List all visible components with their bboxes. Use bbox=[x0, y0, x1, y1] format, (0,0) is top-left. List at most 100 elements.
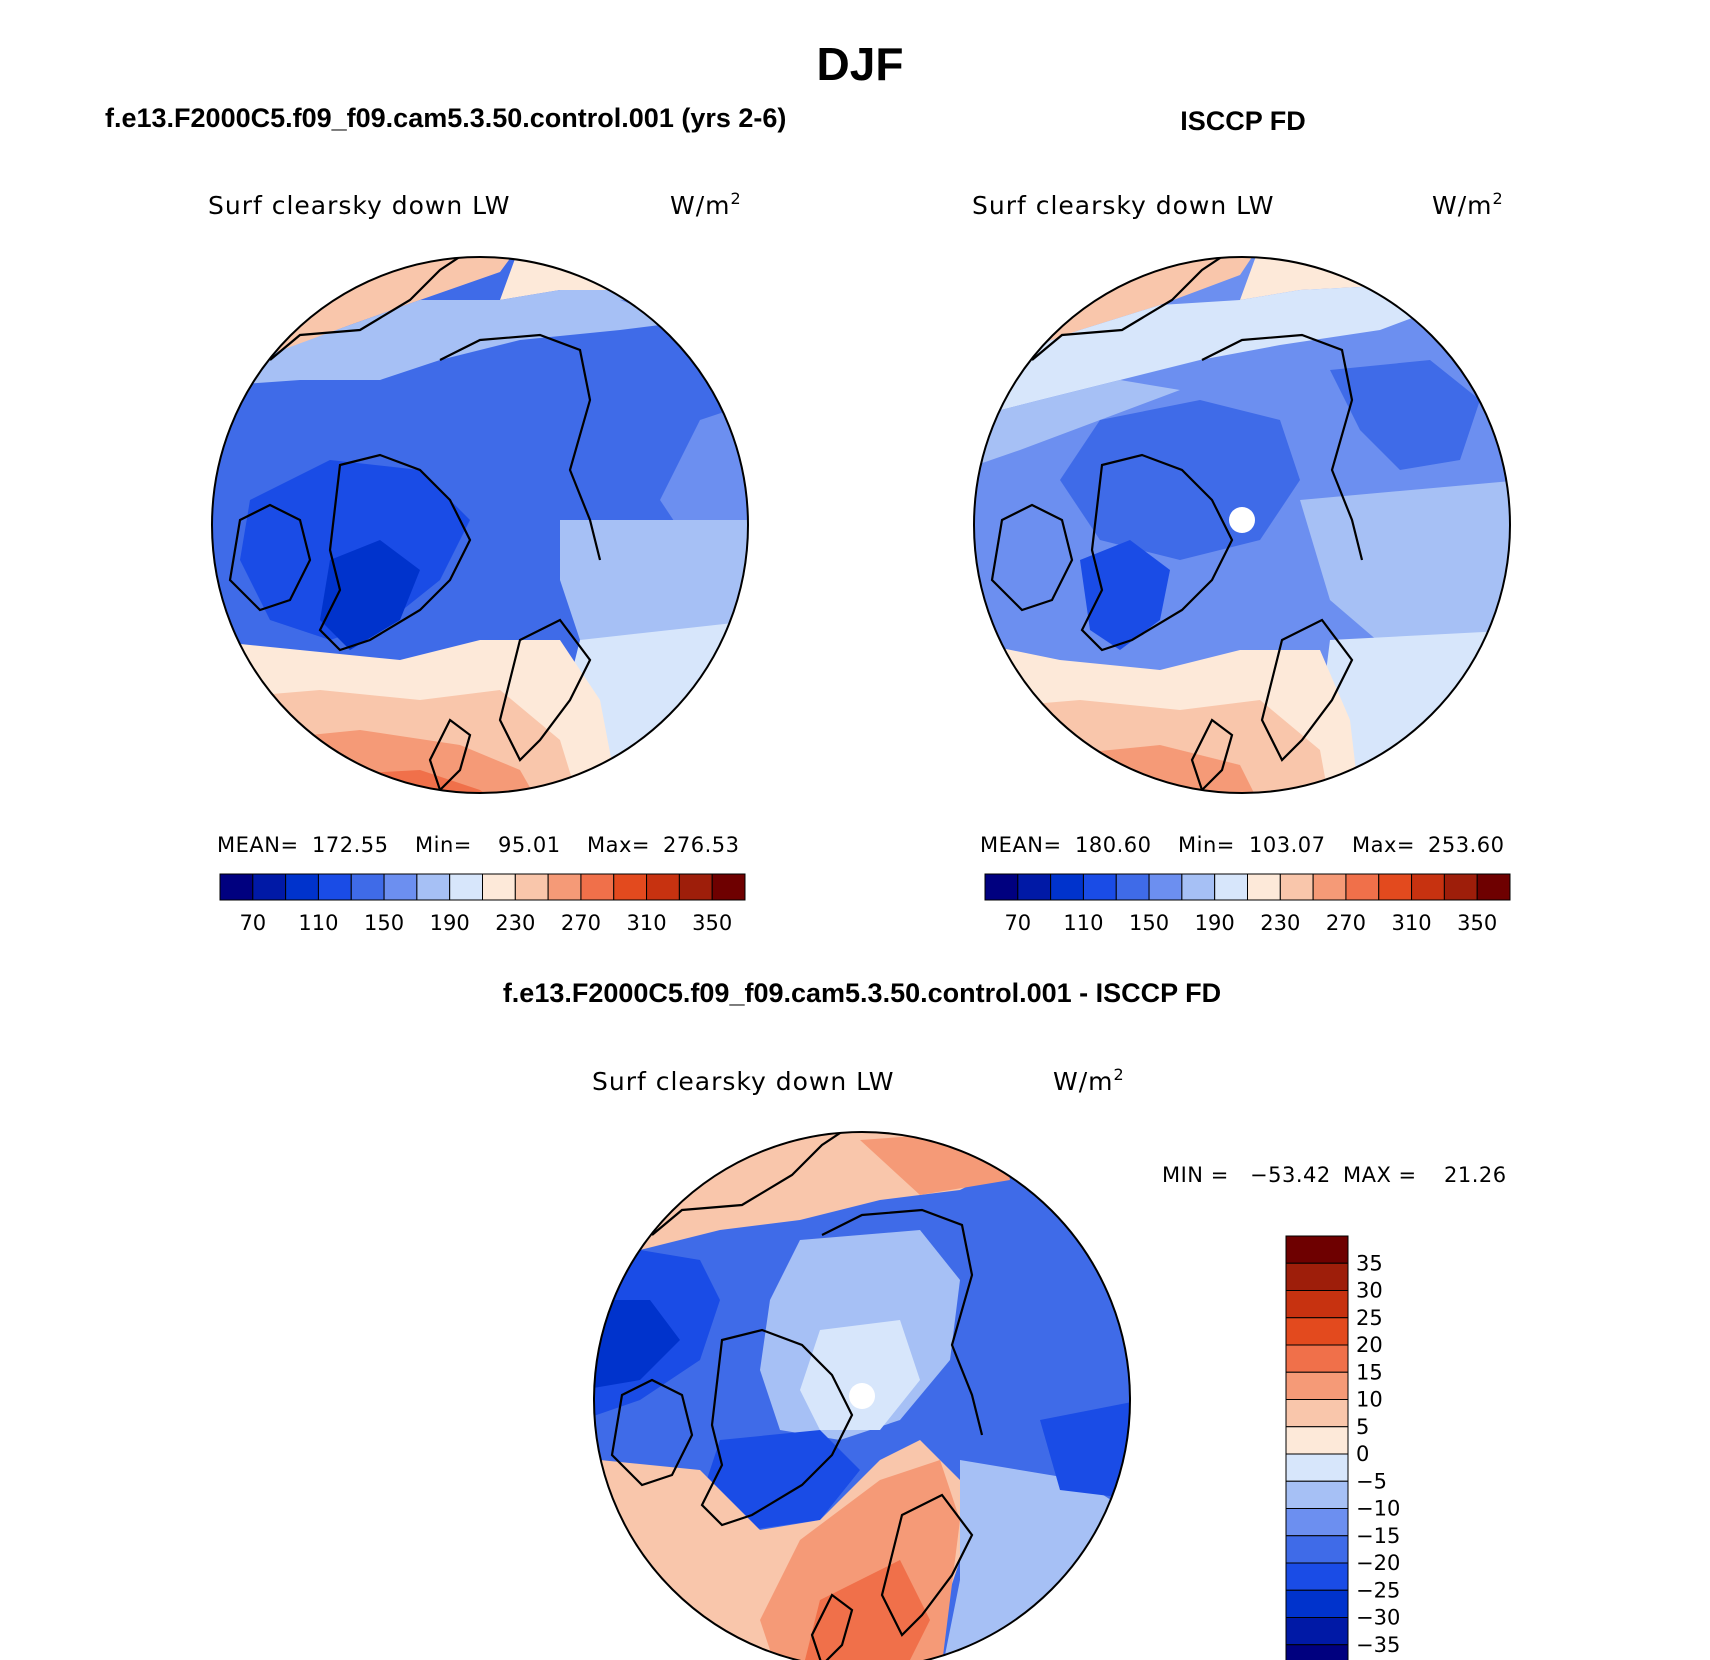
panel-obs-coastlines bbox=[990, 257, 1364, 793]
panel-model-colorbar-swatch bbox=[711, 873, 746, 901]
panel-obs: ISCCP FD Surf clearsky down LW W/m2 bbox=[972, 106, 1511, 935]
panel-diff-colorbar-tick-label: 35 bbox=[1356, 1251, 1383, 1275]
panel-obs-missing-pole bbox=[1229, 507, 1255, 533]
panel-diff-colorbar-tick-label: −30 bbox=[1356, 1606, 1400, 1630]
panel-model-mean-label: MEAN= bbox=[217, 833, 299, 857]
panel-obs-colorbar-swatch bbox=[984, 873, 1019, 901]
panel-obs-mean-value: 180.60 bbox=[1075, 833, 1151, 857]
panel-model-colorbar-swatch bbox=[285, 873, 319, 901]
panel-diff-colorbar-tick-label: 25 bbox=[1356, 1306, 1383, 1330]
panel-model-colorbar-swatch bbox=[646, 873, 680, 901]
panel-obs-min-value: 103.07 bbox=[1249, 833, 1325, 857]
panel-obs-colorbar-swatch bbox=[1214, 873, 1248, 901]
panel-model-units: W/m2 bbox=[670, 189, 742, 220]
panel-obs-colorbar-tick-label: 150 bbox=[1129, 911, 1169, 935]
panel-obs-colorbar-swatch bbox=[1115, 873, 1150, 901]
panel-model-colorbar-swatch bbox=[416, 873, 451, 901]
panel-obs-variable: Surf clearsky down LW bbox=[972, 191, 1275, 220]
panel-obs-colorbar-swatch bbox=[1017, 873, 1052, 901]
panel-diff-colorbar-swatch bbox=[1285, 1426, 1349, 1455]
panel-diff-colorbar-swatch bbox=[1285, 1235, 1349, 1264]
panel-model-colorbar-swatch bbox=[514, 873, 549, 901]
panel-obs-map-border bbox=[973, 256, 1511, 794]
panel-diff-max-value: 21.26 bbox=[1444, 1163, 1507, 1187]
panel-obs-colorbar-swatch bbox=[1082, 873, 1117, 901]
panel-obs-colorbar-tick-label: 110 bbox=[1063, 911, 1103, 935]
panel-obs-mean-label: MEAN= bbox=[980, 833, 1062, 857]
panel-diff-colorbar-swatch bbox=[1285, 1644, 1349, 1660]
panel-model-colorbar-swatch bbox=[317, 873, 352, 901]
panel-diff-colorbar-tick-label: −10 bbox=[1356, 1497, 1400, 1521]
panel-diff-colorbar-swatch bbox=[1285, 1508, 1349, 1537]
panel-diff-colorbar-swatch bbox=[1285, 1317, 1349, 1346]
panel-model-colorbar-swatch bbox=[613, 873, 648, 901]
panel-model-colorbar-swatch bbox=[482, 873, 516, 901]
panel-obs-max-label: Max= bbox=[1352, 833, 1415, 857]
panel-obs-colorbar-tick-label: 70 bbox=[1004, 911, 1031, 935]
panel-model-mean-value: 172.55 bbox=[312, 833, 388, 857]
panel-model-colorbar-tick-label: 270 bbox=[561, 911, 601, 935]
panel-obs-colorbar-swatch bbox=[1247, 873, 1281, 901]
panel-diff-stats: MIN = −53.42 MAX = 21.26 bbox=[1162, 1163, 1507, 1187]
panel-diff-coastlines bbox=[610, 1132, 984, 1660]
panel-obs-colorbar-tick-label: 190 bbox=[1195, 911, 1235, 935]
panel-obs-colorbar-tick-label: 350 bbox=[1457, 911, 1497, 935]
panel-diff-colorbar-tick-label: −5 bbox=[1356, 1469, 1387, 1493]
panel-model-map bbox=[212, 257, 748, 793]
panel-model-title: f.e13.F2000C5.f09_f09.cam5.3.50.control.… bbox=[105, 103, 786, 133]
panel-diff-colorbar-swatch bbox=[1285, 1371, 1349, 1400]
panel-diff-colorbar-swatch bbox=[1285, 1562, 1349, 1591]
panel-model: f.e13.F2000C5.f09_f09.cam5.3.50.control.… bbox=[105, 103, 786, 935]
panel-model-min-value: 95.01 bbox=[498, 833, 561, 857]
panel-model-colorbar-swatch bbox=[383, 873, 418, 901]
panel-model-colorbar-swatch bbox=[547, 873, 582, 901]
panel-diff-colorbar-tick-label: 20 bbox=[1356, 1333, 1383, 1357]
panel-diff-colorbar-tick-label: 15 bbox=[1356, 1360, 1383, 1384]
panel-obs-colorbar: 70 110 150 190 230 270 310 350 bbox=[984, 873, 1511, 935]
panel-model-map-border bbox=[211, 256, 749, 794]
panel-model-colorbar-swatch bbox=[580, 873, 615, 901]
panel-obs-colorbar-tick-label: 230 bbox=[1260, 911, 1300, 935]
panel-diff-colorbar-tick-label: 0 bbox=[1356, 1442, 1369, 1466]
panel-obs-colorbar-swatch bbox=[1378, 873, 1413, 901]
panel-diff-colorbar-tick-label: −20 bbox=[1356, 1551, 1400, 1575]
panel-diff-units: W/m2 bbox=[1053, 1065, 1125, 1096]
panel-model-min-label: Min= bbox=[415, 833, 472, 857]
panel-model-colorbar-tick-label: 110 bbox=[298, 911, 338, 935]
panel-model-colorbar-swatch bbox=[219, 873, 254, 901]
panel-diff-variable: Surf clearsky down LW bbox=[592, 1067, 895, 1096]
panel-diff-min-label: MIN = bbox=[1162, 1163, 1229, 1187]
panel-model-colorbar-tick-label: 190 bbox=[430, 911, 470, 935]
panel-diff-colorbar-tick-label: −15 bbox=[1356, 1524, 1400, 1548]
panel-model-colorbar-swatch bbox=[678, 873, 713, 901]
panel-diff-colorbar-swatch bbox=[1285, 1453, 1349, 1482]
panel-model-colorbar-swatch bbox=[252, 873, 287, 901]
panel-diff-colorbar-swatch bbox=[1285, 1480, 1349, 1509]
panel-obs-colorbar-swatch bbox=[1411, 873, 1445, 901]
panel-obs-units: W/m2 bbox=[1432, 189, 1504, 220]
panel-obs-colorbar-swatch bbox=[1476, 873, 1511, 901]
panel-model-colorbar-tick-label: 230 bbox=[495, 911, 535, 935]
panel-model-coastlines bbox=[228, 257, 602, 793]
panel-obs-colorbar-swatch bbox=[1148, 873, 1183, 901]
panel-obs-title: ISCCP FD bbox=[1180, 106, 1306, 136]
panel-obs-colorbar-swatch bbox=[1443, 873, 1478, 901]
panel-diff-missing-pole bbox=[849, 1383, 875, 1409]
panel-model-max-value: 276.53 bbox=[663, 833, 739, 857]
panel-obs-colorbar-swatch bbox=[1279, 873, 1314, 901]
panel-diff-colorbar-swatch bbox=[1285, 1262, 1349, 1291]
panel-diff-colorbar-tick-label: 30 bbox=[1356, 1279, 1383, 1303]
panel-obs-max-value: 253.60 bbox=[1428, 833, 1504, 857]
panel-diff: f.e13.F2000C5.f09_f09.cam5.3.50.control.… bbox=[503, 978, 1507, 1660]
panel-diff-colorbar-tick-label: −25 bbox=[1356, 1578, 1400, 1602]
panel-obs-colorbar-swatch bbox=[1050, 873, 1084, 901]
panel-model-max-label: Max= bbox=[587, 833, 650, 857]
panel-model-colorbar-tick-label: 70 bbox=[239, 911, 266, 935]
panel-diff-colorbar-swatch bbox=[1285, 1399, 1349, 1428]
panel-diff-colorbar-tick-label: 10 bbox=[1356, 1388, 1383, 1412]
panel-obs-min-label: Min= bbox=[1178, 833, 1235, 857]
panel-model-colorbar-swatch bbox=[350, 873, 385, 901]
panel-obs-colorbar-tick-label: 270 bbox=[1326, 911, 1366, 935]
panel-diff-max-label: MAX = bbox=[1343, 1163, 1417, 1187]
